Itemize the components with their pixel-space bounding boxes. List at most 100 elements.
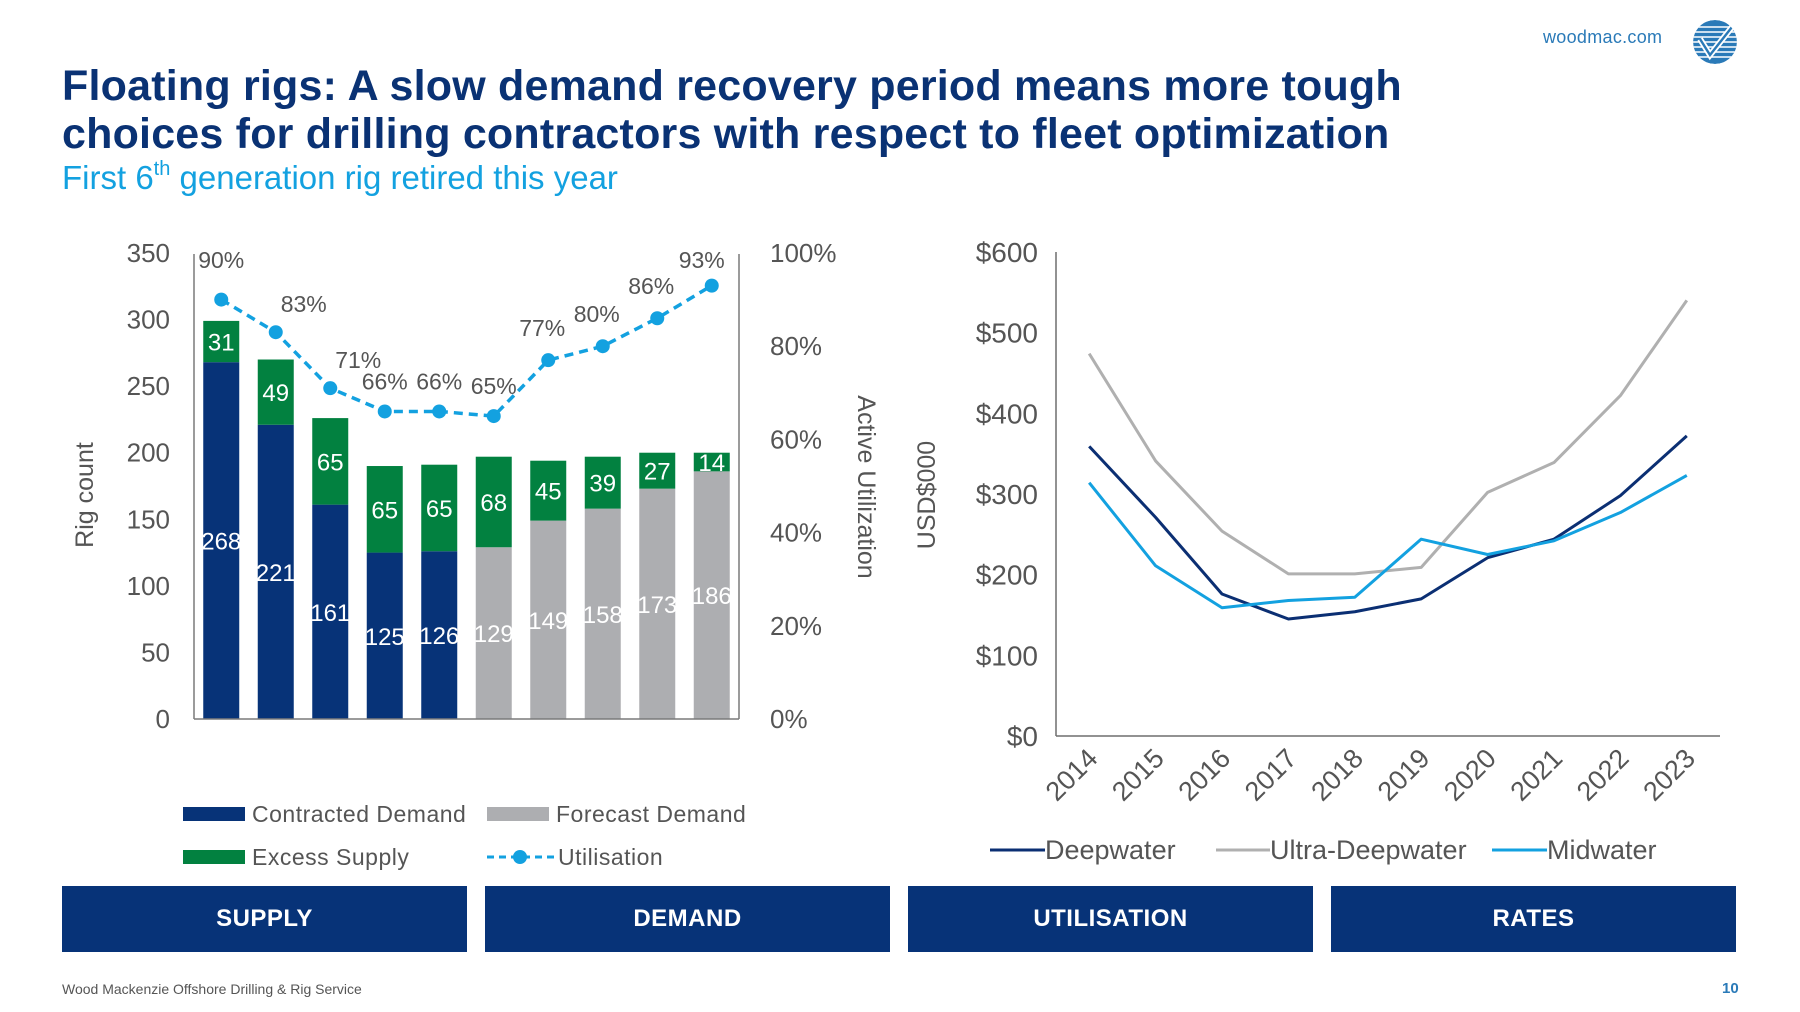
y-axis-label: USD$000 [913, 441, 941, 549]
bar-contracted-demand [421, 551, 458, 719]
y-tick-label: $500 [976, 318, 1038, 349]
utilisation-point [704, 278, 719, 293]
x-tick-label: 2022 [1571, 743, 1635, 807]
woodmac-logo-icon [1693, 20, 1737, 64]
legend-label: Utilisation [558, 844, 663, 870]
utilisation-point [650, 311, 665, 326]
data-label-excess: 27 [644, 459, 671, 486]
data-label-utilisation: 90% [198, 247, 244, 273]
legend-swatch-forecast [487, 807, 549, 821]
subtitle-superscript: th [153, 158, 171, 180]
utilisation-point [486, 409, 501, 424]
legend-item-forecast: Forecast Demand [487, 801, 746, 827]
legend-item-excess: Excess Supply [183, 844, 409, 870]
bar-excess-supply [421, 464, 458, 552]
y2-tick-label: 80% [770, 331, 822, 361]
bar-excess-supply [366, 466, 403, 553]
y-tick-label: $100 [976, 640, 1038, 671]
data-label-demand: 268 [201, 529, 241, 556]
bar-contracted-demand [312, 504, 349, 719]
data-label-utilisation: 66% [416, 368, 462, 394]
data-label-utilisation: 93% [679, 247, 725, 273]
y2-tick-label: 100% [770, 238, 837, 268]
data-label-demand: 173 [637, 592, 677, 619]
nav-button-utilisation[interactable]: UTILISATION [908, 886, 1313, 952]
legend-marker-utilisation [513, 850, 527, 864]
data-label-demand: 129 [474, 621, 514, 648]
bar-contracted-demand [366, 552, 403, 719]
data-label-excess: 31 [208, 330, 235, 357]
bar-forecast-demand [584, 508, 621, 719]
y-tick-label: $300 [976, 479, 1038, 510]
subtitle-post: generation rig retired this year [170, 159, 618, 196]
y-tick-label: $400 [976, 398, 1038, 429]
subtitle-pre: First 6 [62, 159, 154, 196]
y2-tick-label: 20% [770, 611, 822, 641]
y-tick-label: 100 [127, 571, 170, 601]
data-label-excess: 45 [535, 479, 562, 506]
bar-excess-supply [584, 456, 621, 509]
legend-swatch-excess [183, 850, 245, 864]
utilisation-point [595, 339, 610, 354]
x-tick-label: 2020 [1438, 743, 1502, 807]
utilisation-point [268, 325, 283, 340]
x-tick-label: 2015 [1106, 743, 1170, 807]
legend-label: Forecast Demand [556, 801, 746, 827]
legend-swatch-contracted [183, 807, 245, 821]
legend-item-utilisation: Utilisation [487, 844, 663, 870]
utilisation-point [541, 353, 556, 368]
x-tick-label: 2019 [1372, 743, 1436, 807]
data-label-utilisation: 66% [362, 368, 408, 394]
y2-axis-label: Active Utilization [852, 395, 880, 578]
legend-item-midwater: Midwater [1492, 835, 1657, 865]
bar-forecast-demand [639, 488, 676, 719]
y-tick-label: $600 [976, 237, 1038, 268]
series-line-deepwater [1088, 434, 1688, 621]
data-label-excess: 49 [262, 380, 289, 407]
data-label-excess: 65 [371, 497, 398, 524]
series-line-midwater [1088, 474, 1688, 610]
data-label-demand: 186 [692, 583, 732, 610]
nav-button-demand[interactable]: DEMAND [485, 886, 890, 952]
bar-excess-supply [312, 418, 349, 505]
utilisation-point [323, 381, 338, 396]
data-label-demand: 149 [528, 608, 568, 635]
bar-forecast-demand [530, 520, 567, 719]
rig-supply-demand-chart: 0 50 100 150 200 250 300 350 0% 20% 40% 60% 80% 100%… [71, 238, 880, 870]
y2-tick-label: 0% [770, 704, 808, 734]
data-label-excess: 39 [589, 471, 616, 498]
data-label-demand: 126 [419, 623, 459, 650]
data-label-utilisation: 86% [628, 273, 674, 299]
y-tick-label: 350 [127, 238, 170, 268]
section-nav: SUPPLY DEMAND UTILISATION RATES [62, 886, 1736, 952]
site-link[interactable]: woodmac.com [1543, 27, 1663, 47]
legend-label: Contracted Demand [252, 801, 466, 827]
bar-contracted-demand [257, 424, 294, 719]
bar-contracted-demand [203, 362, 240, 719]
series-line-ultra-deepwater [1087, 299, 1689, 576]
y-tick-label: 200 [127, 438, 170, 468]
data-label-excess: 65 [426, 496, 453, 523]
data-label-excess: 68 [480, 490, 507, 517]
y-tick-label: $0 [1007, 721, 1038, 752]
x-tick-label: 2018 [1305, 743, 1369, 807]
x-tick-label: 2017 [1239, 743, 1303, 807]
data-label-demand: 221 [256, 560, 296, 587]
bar-forecast-demand [475, 547, 512, 719]
bar-excess-supply [530, 460, 567, 521]
nav-button-supply[interactable]: SUPPLY [62, 886, 467, 952]
nav-button-rates[interactable]: RATES [1331, 886, 1736, 952]
legend: Deepwater Ultra-Deepwater Midwater [990, 835, 1657, 865]
legend-label: Ultra-Deepwater [1270, 835, 1467, 865]
bar-excess-supply [639, 452, 676, 489]
page-number: 10 [1722, 980, 1739, 997]
y-tick-label: $200 [976, 560, 1038, 591]
data-label-excess: 65 [317, 449, 344, 476]
data-label-demand: 158 [583, 602, 623, 629]
utilisation-point [377, 404, 392, 419]
x-tick-label: 2014 [1040, 743, 1104, 807]
data-label-demand: 125 [365, 624, 405, 651]
x-tick-label: 2016 [1173, 743, 1237, 807]
legend-label: Excess Supply [252, 844, 409, 870]
bar-excess-supply [475, 456, 512, 548]
